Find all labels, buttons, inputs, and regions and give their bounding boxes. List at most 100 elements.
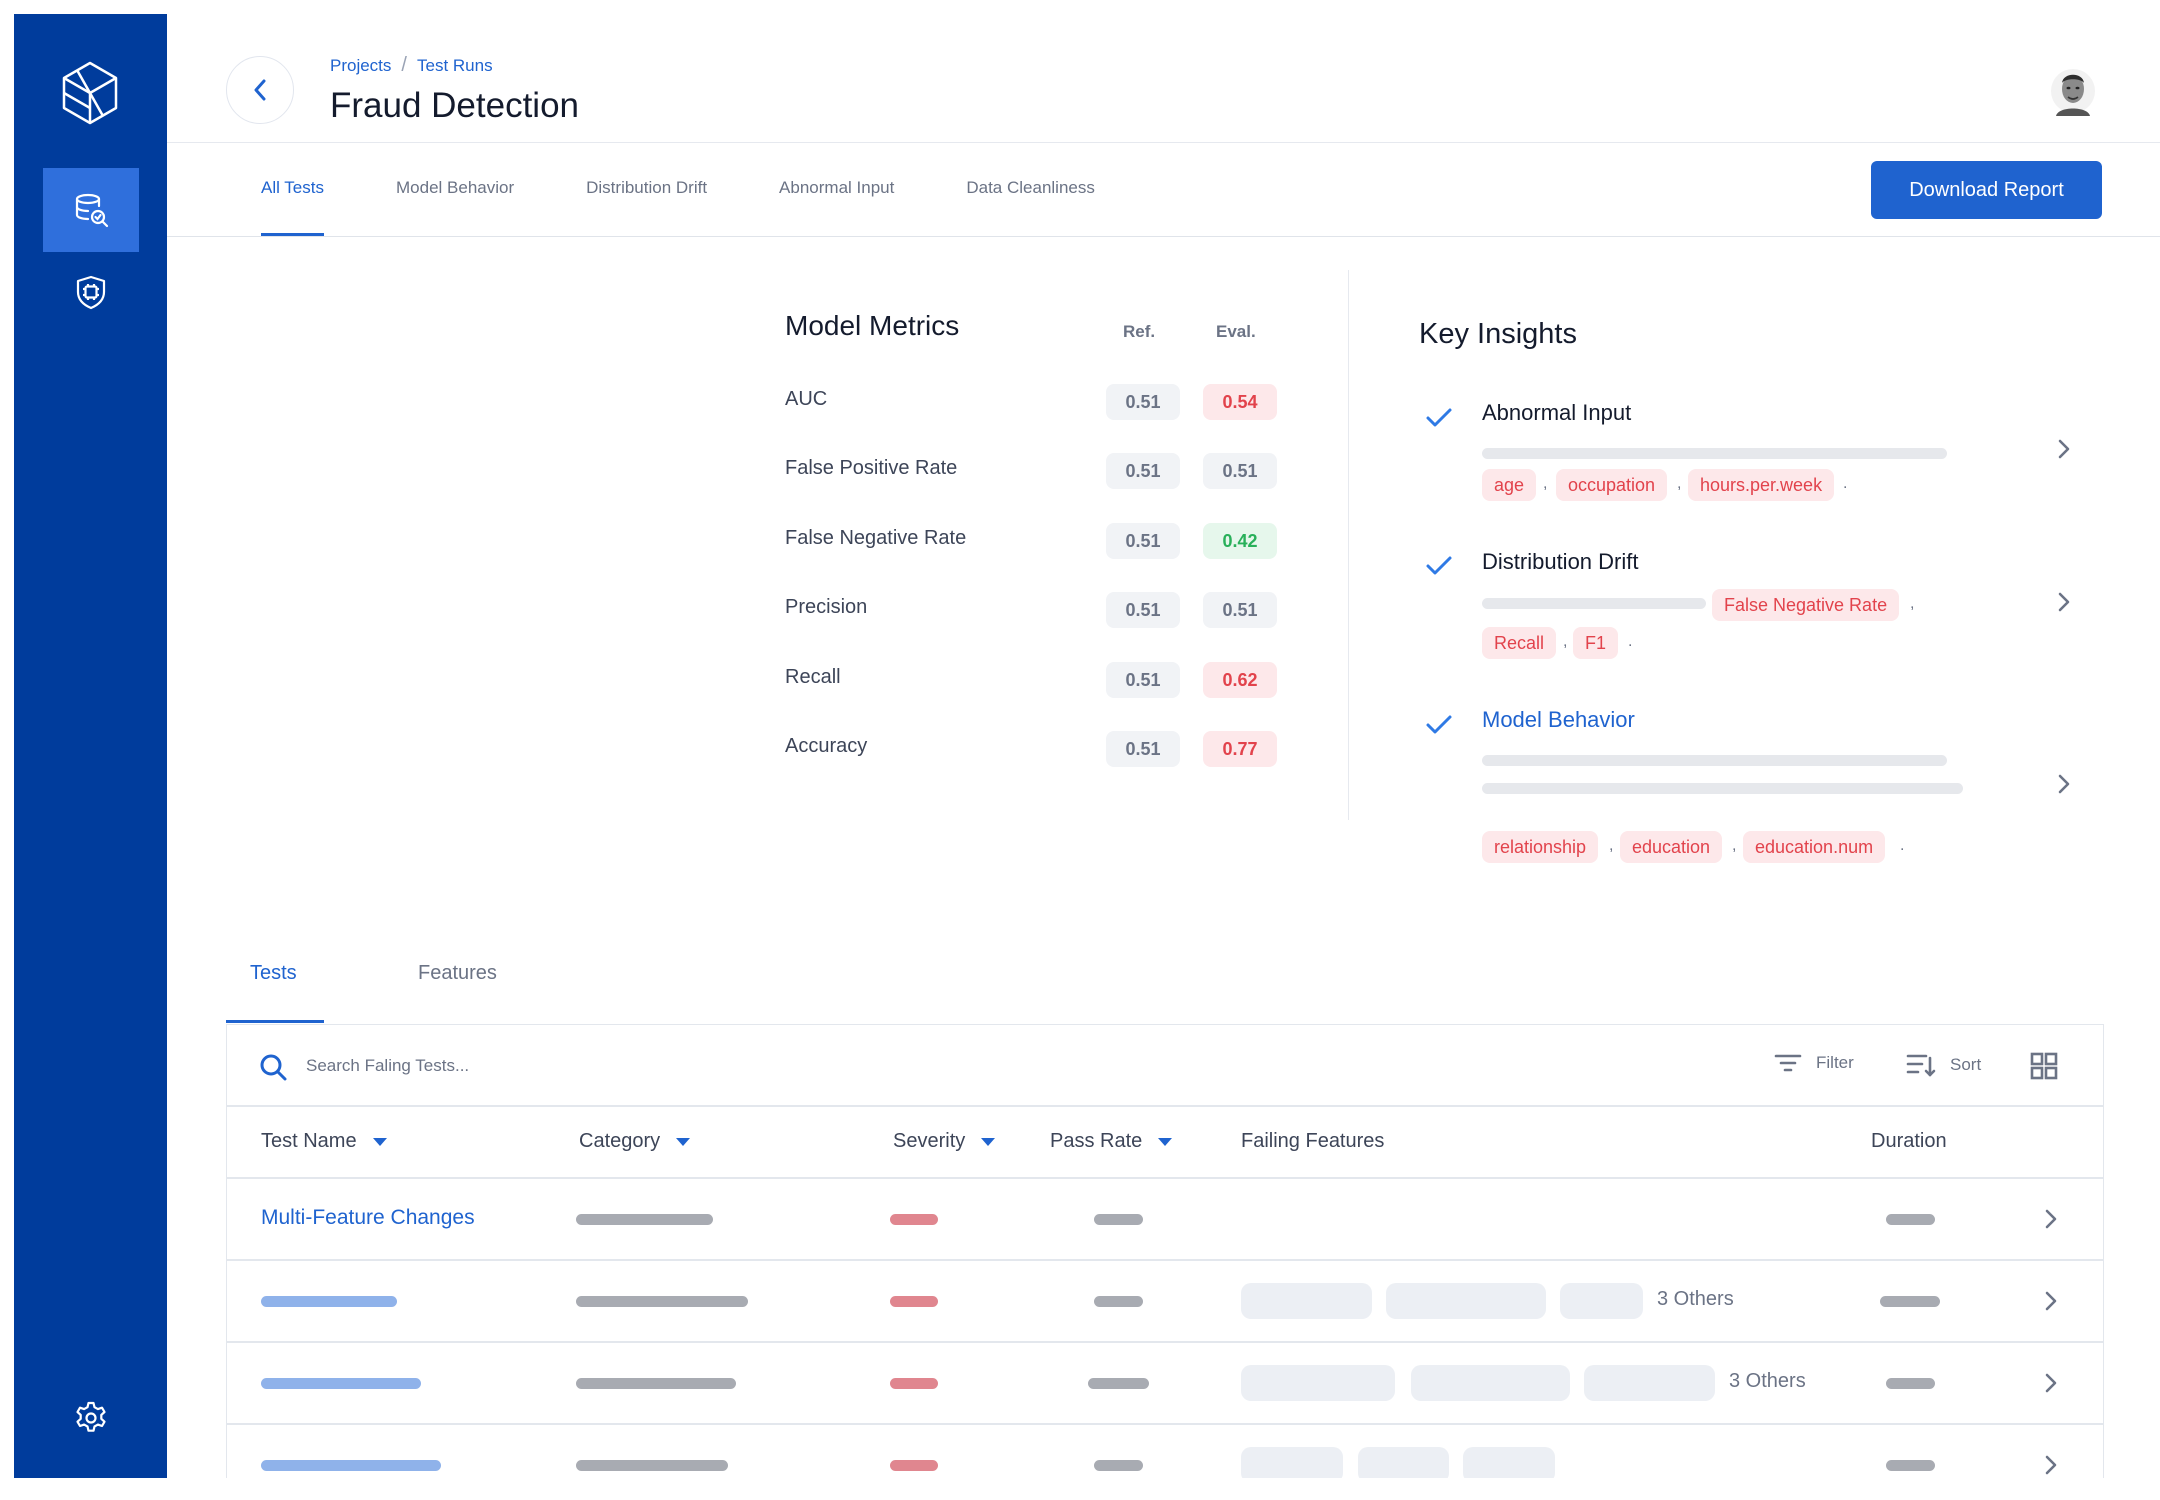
insight-title-distribution-drift[interactable]: Distribution Drift [1482,549,1639,574]
insight-tag[interactable]: occupation [1556,469,1668,501]
insight-tag[interactable]: Recall [1482,627,1557,659]
column-label: Category [579,1130,661,1152]
nav-item-test-runs[interactable] [43,168,139,252]
chevron-right-icon[interactable] [2056,773,2072,795]
eval-value: 0.77 [1203,731,1277,767]
category-placeholder [576,1296,748,1307]
table-divider [226,1177,2104,1179]
insight-tag[interactable]: education.num [1743,831,1886,863]
metric-row-accuracy: Accuracy 0.51 0.77 [785,731,1280,767]
table-divider [226,1423,2104,1425]
pass-rate-placeholder [1094,1214,1143,1225]
test-name-placeholder[interactable] [261,1460,441,1471]
metric-row-recall: Recall 0.51 0.62 [785,662,1280,698]
feature-chip[interactable] [1241,1365,1395,1401]
tab-abnormal-input[interactable]: Abnormal Input [779,178,895,197]
feature-chip[interactable] [1241,1283,1372,1319]
category-placeholder [576,1460,728,1471]
duration-placeholder [1886,1214,1935,1225]
insight-tag[interactable]: age [1482,469,1537,501]
eval-column-header: Eval. [1216,322,1256,341]
insight-tag[interactable]: F1 [1573,627,1619,659]
column-header-test-name[interactable]: Test Name [261,1130,387,1153]
feature-chip[interactable] [1463,1447,1555,1483]
severity-placeholder [890,1460,938,1471]
tab-tests[interactable]: Tests [250,962,297,984]
tab-underline [226,1020,324,1023]
others-count[interactable]: 3 Others [1729,1370,1806,1392]
tab-distribution-drift[interactable]: Distribution Drift [586,178,708,197]
sort-button[interactable]: Sort [1906,1052,1981,1078]
column-header-duration: Duration [1871,1130,1947,1153]
metric-name: False Positive Rate [785,457,958,479]
tab-data-cleanliness[interactable]: Data Cleanliness [966,178,1095,197]
others-count[interactable]: 3 Others [1657,1288,1734,1310]
breadcrumb-test-runs[interactable]: Test Runs [416,55,493,75]
test-name-placeholder[interactable] [261,1296,397,1307]
gear-icon [76,1401,106,1432]
ref-value: 0.51 [1106,453,1180,489]
nav-item-security[interactable] [43,250,139,334]
tab-model-behavior[interactable]: Model Behavior [396,178,515,197]
filter-button[interactable]: Filter [1774,1052,1854,1074]
breadcrumb-separator: / [401,54,407,76]
metric-name: Accuracy [785,735,868,757]
metric-name: AUC [785,388,828,410]
column-header-pass-rate[interactable]: Pass Rate [1050,1130,1173,1153]
tag-separator: . [1628,633,1633,650]
sidebar [14,14,167,1486]
database-search-icon [75,193,109,228]
page-title: Fraud Detection [330,86,580,125]
chevron-right-icon[interactable] [2056,438,2072,460]
chevron-right-icon[interactable] [2043,1290,2059,1312]
feature-chip[interactable] [1584,1365,1715,1401]
eval-value: 0.51 [1203,592,1277,628]
feature-chip[interactable] [1560,1283,1643,1319]
insight-tag[interactable]: education [1620,831,1723,863]
feature-chip[interactable] [1386,1283,1546,1319]
insight-title-model-behavior[interactable]: Model Behavior [1482,707,1635,732]
insight-tag[interactable]: hours.per.week [1688,469,1835,501]
pass-rate-placeholder [1094,1296,1143,1307]
metric-name: False Negative Rate [785,527,967,549]
chevron-right-icon[interactable] [2043,1454,2059,1476]
ref-column-header: Ref. [1123,322,1156,341]
metric-name: Precision [785,596,868,618]
tag-separator: , [1543,475,1548,492]
nav-item-settings[interactable] [43,1376,139,1460]
duration-placeholder [1886,1378,1935,1389]
logo-icon[interactable] [60,60,120,126]
column-label: Duration [1871,1130,1947,1152]
metric-row-false-negative-rate: False Negative Rate 0.51 0.42 [785,523,1280,559]
grid-view-icon[interactable] [2030,1052,2058,1080]
tag-separator: , [1609,837,1614,854]
feature-chip[interactable] [1241,1447,1343,1483]
test-name-placeholder[interactable] [261,1378,421,1389]
insight-tag[interactable]: relationship [1482,831,1599,863]
search-input[interactable] [306,1050,906,1082]
table-divider [226,1105,2104,1107]
check-icon [1426,408,1452,427]
tab-all-tests[interactable]: All Tests [261,176,324,236]
chevron-right-icon[interactable] [2043,1372,2059,1394]
column-header-category[interactable]: Category [579,1130,691,1153]
chevron-right-icon[interactable] [2043,1208,2059,1230]
chevron-right-icon[interactable] [2056,591,2072,613]
feature-chip[interactable] [1411,1365,1570,1401]
tab-features[interactable]: Features [418,962,497,984]
eval-value: 0.51 [1203,453,1277,489]
back-button[interactable] [226,56,294,124]
avatar[interactable] [2050,64,2096,116]
test-name-link[interactable]: Multi-Feature Changes [261,1206,475,1229]
column-header-severity[interactable]: Severity [893,1130,996,1153]
insight-tag[interactable]: False Negative Rate [1712,589,1900,621]
insight-title-abnormal-input[interactable]: Abnormal Input [1482,400,1632,425]
tests-table [226,1024,2104,1500]
top-tabs: All Tests Model Behavior Distribution Dr… [261,176,1167,236]
download-report-button[interactable]: Download Report [1871,161,2102,219]
feature-chip[interactable] [1358,1447,1449,1483]
insight-placeholder-bar [1482,783,1963,794]
category-placeholder [576,1378,736,1389]
breadcrumb-projects[interactable]: Projects [330,55,392,75]
table-divider [226,1341,2104,1343]
